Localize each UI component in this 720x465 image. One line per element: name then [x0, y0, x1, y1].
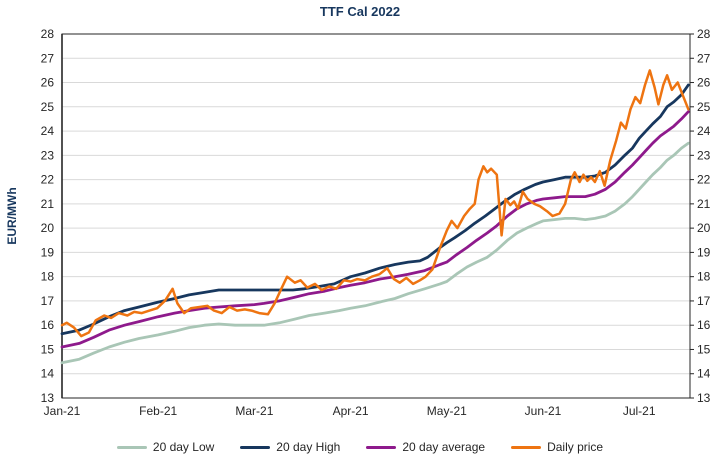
- svg-text:21: 21: [41, 197, 55, 211]
- svg-text:19: 19: [697, 245, 711, 259]
- svg-text:19: 19: [41, 245, 55, 259]
- svg-text:15: 15: [697, 342, 711, 356]
- svg-text:23: 23: [697, 148, 711, 162]
- svg-text:24: 24: [41, 124, 55, 138]
- svg-text:26: 26: [697, 76, 711, 90]
- legend-item-20-day-high: 20 day High: [240, 440, 340, 454]
- svg-text:14: 14: [697, 367, 711, 381]
- svg-text:27: 27: [697, 51, 711, 65]
- legend-label-20-day-high: 20 day High: [276, 440, 341, 454]
- x-tick-labels: Jan-21 Feb-21 Mar-21 Apr-21 May-21 Jun-21 Jul-…: [44, 404, 656, 418]
- svg-text:22: 22: [41, 173, 55, 187]
- legend-item-daily-price: Daily price: [511, 440, 603, 454]
- series-line-daily-price: [60, 69, 690, 338]
- y-axis-title: EUR/MWh: [5, 187, 19, 244]
- gridlines: [62, 57, 690, 375]
- series-line-20-day-low: [60, 141, 690, 365]
- plot-border: [61, 33, 691, 399]
- svg-text:13: 13: [41, 391, 55, 405]
- series-line-20-day-average: [60, 110, 690, 349]
- svg-text:28: 28: [697, 27, 711, 41]
- svg-text:17: 17: [697, 294, 711, 308]
- svg-text:Mar-21: Mar-21: [235, 404, 273, 418]
- svg-text:15: 15: [41, 342, 55, 356]
- svg-text:14: 14: [41, 367, 55, 381]
- legend-swatch-20-day-average: [366, 445, 397, 449]
- svg-text:18: 18: [41, 270, 55, 284]
- svg-text:24: 24: [697, 124, 711, 138]
- svg-text:25: 25: [697, 100, 711, 114]
- svg-text:28: 28: [41, 27, 55, 41]
- svg-text:Apr-21: Apr-21: [333, 404, 369, 418]
- svg-text:May-21: May-21: [427, 404, 467, 418]
- svg-text:Feb-21: Feb-21: [139, 404, 177, 418]
- svg-text:20: 20: [697, 221, 711, 235]
- svg-text:25: 25: [41, 100, 55, 114]
- svg-text:20: 20: [41, 221, 55, 235]
- svg-text:16: 16: [697, 318, 711, 332]
- legend-label-20-day-average: 20 day average: [402, 440, 486, 454]
- legend-item-20-day-low: 20 day Low: [116, 440, 215, 454]
- legend-label-20-day-low: 20 day Low: [152, 440, 215, 454]
- legend-swatch-20-day-low: [116, 445, 147, 449]
- svg-text:21: 21: [697, 197, 711, 211]
- y-tick-labels: 13 13 14 14 15 15 16 16 17 17 18 18 19 19 20 20 21 21 22 22…: [41, 27, 711, 405]
- chart-legend: 20 day Low 20 day High 20 day average Da…: [0, 433, 720, 461]
- svg-text:16: 16: [41, 318, 55, 332]
- svg-text:17: 17: [41, 294, 55, 308]
- svg-text:23: 23: [41, 148, 55, 162]
- svg-text:26: 26: [41, 76, 55, 90]
- svg-text:18: 18: [697, 270, 711, 284]
- legend-item-20-day-average: 20 day average: [366, 440, 485, 454]
- chart-canvas: 13 13 14 14 15 15 16 16 17 17 18 18 19 19 20 20 21 21 22 22…: [5, 27, 711, 418]
- legend-label-daily-price: Daily price: [547, 440, 604, 454]
- series-line-20-day-high: [60, 83, 690, 336]
- legend-swatch-20-day-high: [240, 445, 271, 449]
- chart-title: TTF Cal 2022: [319, 4, 401, 19]
- svg-text:22: 22: [697, 173, 711, 187]
- svg-text:13: 13: [697, 391, 711, 405]
- svg-text:Jul-21: Jul-21: [623, 404, 656, 418]
- svg-text:Jun-21: Jun-21: [525, 404, 562, 418]
- legend-swatch-daily-price: [511, 445, 542, 449]
- svg-text:Jan-21: Jan-21: [44, 404, 81, 418]
- svg-text:27: 27: [41, 51, 55, 65]
